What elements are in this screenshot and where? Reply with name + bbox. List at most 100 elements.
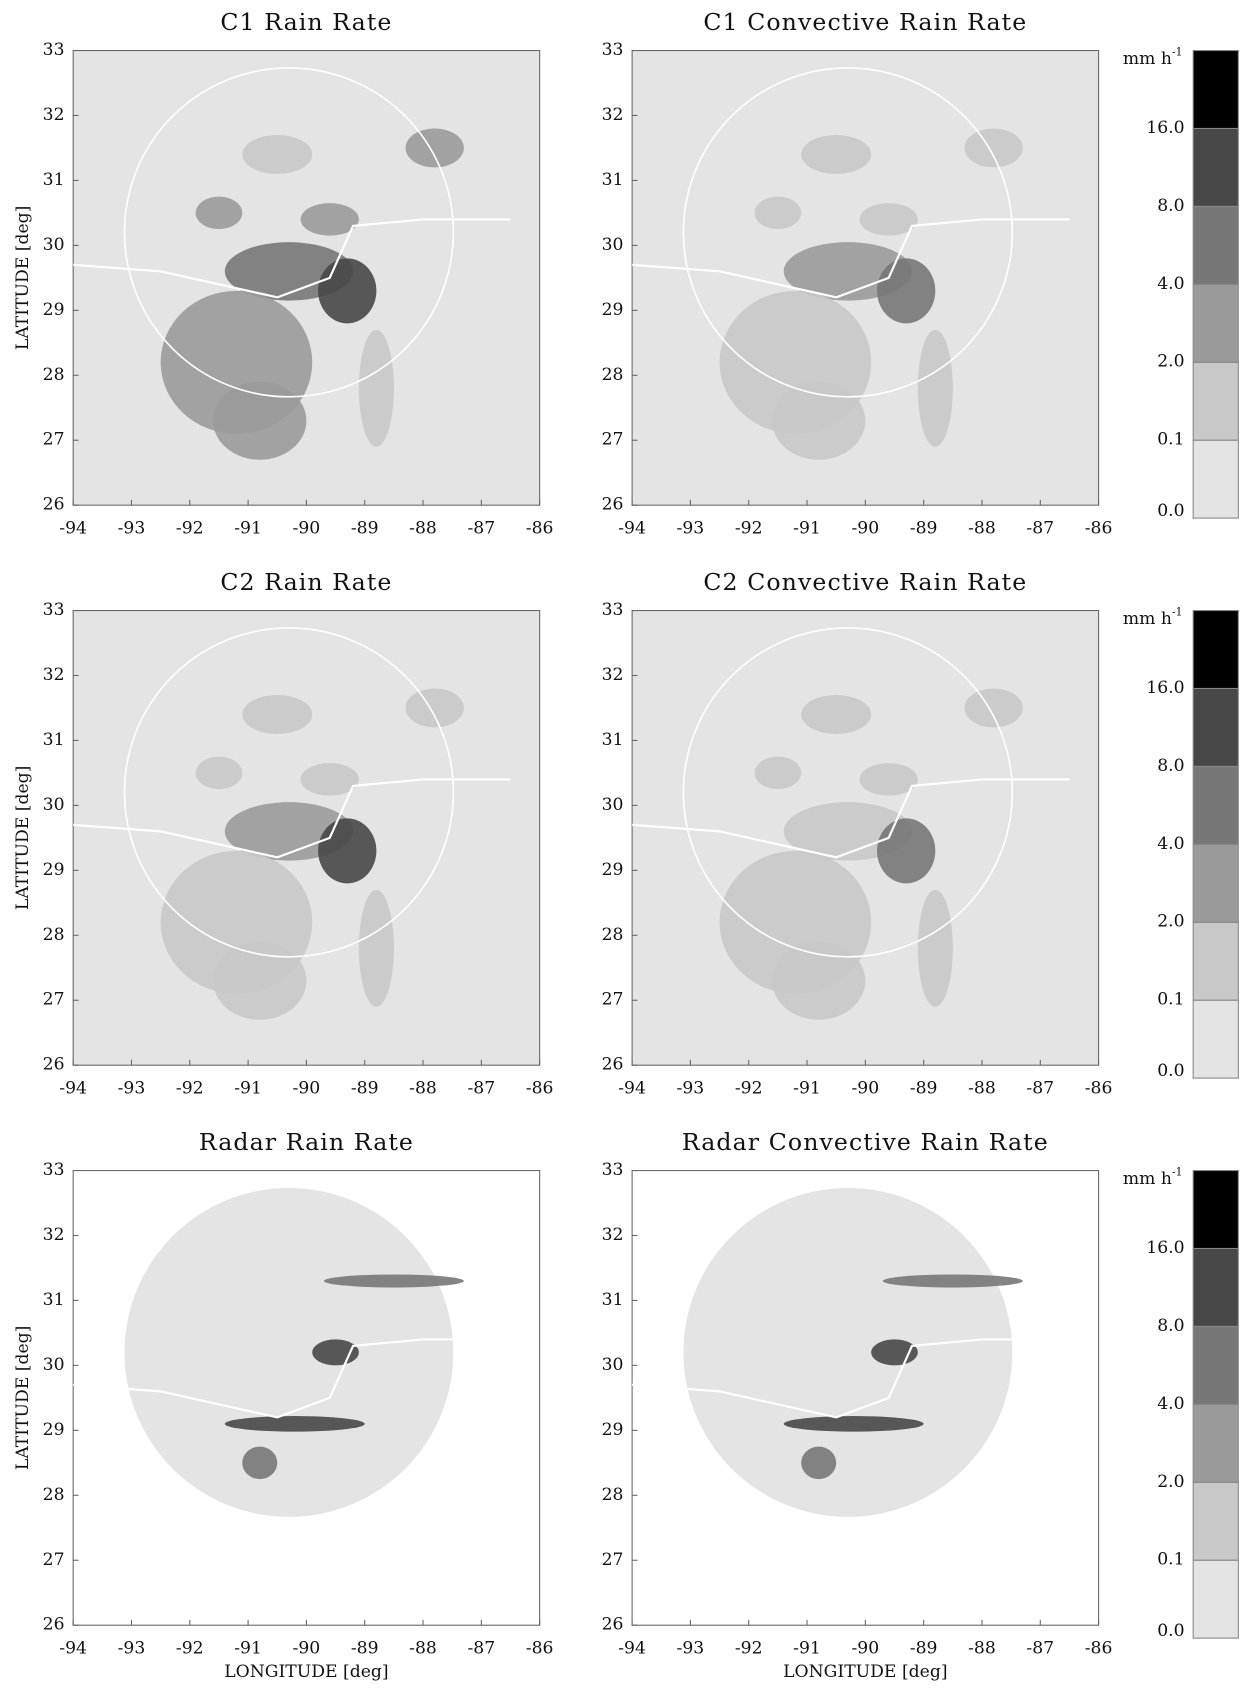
x-tick-label: -90 [852,1638,880,1658]
colorbar-segment [1192,1169,1239,1250]
y-tick-label: 33 [43,1160,65,1180]
x-tick-label: -93 [118,1638,146,1658]
x-tick-label: -87 [468,518,496,538]
unit: mm h [1123,1169,1172,1189]
rain-region [312,1339,359,1366]
rain-region [917,889,953,1007]
y-tick-label: 28 [43,365,65,385]
y-tick-label: 26 [602,1615,624,1635]
x-tick-label: -94 [618,1638,646,1658]
coastline [632,1338,1070,1419]
colorbar-segment [1192,361,1239,441]
y-tick-label: 26 [602,495,624,515]
colorbar-label: 8.0 [1157,1316,1184,1336]
colorbar-label: 8.0 [1157,196,1184,216]
rain-region [754,756,802,790]
y-tick-label: 29 [43,1420,65,1440]
rain-region [300,763,359,796]
colorbar-label: 2.0 [1157,912,1184,932]
radar-range [682,67,1014,398]
y-tick-label: 29 [602,1420,624,1440]
y-tick-label: 27 [602,1550,624,1570]
x-tick-label: -89 [351,1078,379,1098]
radar-disk [683,1187,1013,1517]
y-tick-label: 29 [43,300,65,320]
y-tick-label: 26 [602,1055,624,1075]
x-tick-label: -89 [910,1078,938,1098]
radar-range [123,627,455,958]
y-tick-label: 26 [43,1055,65,1075]
x-tick-label: -92 [176,518,204,538]
y-tick-label: 31 [43,170,65,190]
colorbar-segment [1192,49,1239,129]
y-axis-label: LATITUDE [deg] [13,766,33,910]
x-tick-label: -87 [1026,1638,1054,1658]
x-tick-label: -89 [910,1638,938,1658]
rain-region [772,941,866,1020]
x-tick-label: -88 [968,1078,996,1098]
x-tick-label: -93 [118,518,146,538]
rain-region [801,694,872,734]
x-tick-label: -90 [293,1078,321,1098]
colorbar-segment [1192,1403,1239,1483]
y-tick-label: 27 [43,990,65,1010]
coastline [73,778,511,859]
unit-exponent: -1 [1172,606,1182,619]
rain-region [877,818,936,884]
x-tick-label: -86 [1085,1078,1113,1098]
x-tick-label: -92 [176,1638,204,1658]
x-tick-label: -94 [59,1078,87,1098]
x-tick-label: -93 [118,1078,146,1098]
rain-region [783,1416,924,1432]
colorbar-segment [1192,127,1239,207]
rain-region [358,329,394,447]
x-axis-label: LONGITUDE [deg] [783,1662,947,1682]
x-tick-label: -92 [735,1078,763,1098]
rain-region [242,1446,278,1480]
x-tick-label: -94 [59,1638,87,1658]
y-tick-label: 28 [602,1485,624,1505]
colorbar-label: 2.0 [1157,1472,1184,1492]
x-tick-label: -91 [234,1078,262,1098]
colorbar-segment [1192,999,1239,1079]
rain-region [323,1274,464,1288]
colorbar-label: 8.0 [1157,756,1184,776]
colorbar-label: 0.0 [1157,501,1184,521]
y-tick-label: 33 [43,40,65,60]
colorbar-segment [1192,687,1239,767]
x-tick-label: -88 [968,518,996,538]
colorbar-label: 16.0 [1146,1238,1184,1258]
colorbar-label: 0.0 [1157,1061,1184,1081]
y-tick-label: 30 [43,235,65,255]
y-tick-label: 31 [602,170,624,190]
colorbar-segment [1192,283,1239,363]
y-tick-label: 28 [602,365,624,385]
colorbar-unit: mm h-1 [1123,1166,1183,1189]
x-tick-label: -89 [351,1638,379,1658]
colorbar-segment [1192,765,1239,845]
plot-area [631,609,1100,1066]
rain-region [859,763,918,796]
unit-exponent: -1 [1172,46,1182,59]
y-tick-label: 32 [602,1225,624,1245]
y-tick-label: 31 [43,1290,65,1310]
x-tick-label: -91 [234,1638,262,1658]
x-tick-label: -94 [618,1078,646,1098]
coastline [632,778,1070,859]
colorbar-segment [1192,921,1239,1001]
x-tick-label: -93 [677,1638,705,1658]
x-tick-label: -88 [409,518,437,538]
rain-region [964,128,1023,168]
colorbar-label: 0.1 [1157,430,1184,450]
rain-region [859,203,918,236]
y-tick-label: 31 [43,730,65,750]
x-tick-label: -87 [468,1638,496,1658]
rain-region [405,688,464,728]
rain-region [318,258,377,324]
colorbar-label: 0.0 [1157,1621,1184,1641]
colorbar-label: 16.0 [1146,678,1184,698]
y-tick-label: 28 [43,925,65,945]
rain-region [195,756,243,790]
panel-title: C1 Convective Rain Rate [703,8,1027,36]
